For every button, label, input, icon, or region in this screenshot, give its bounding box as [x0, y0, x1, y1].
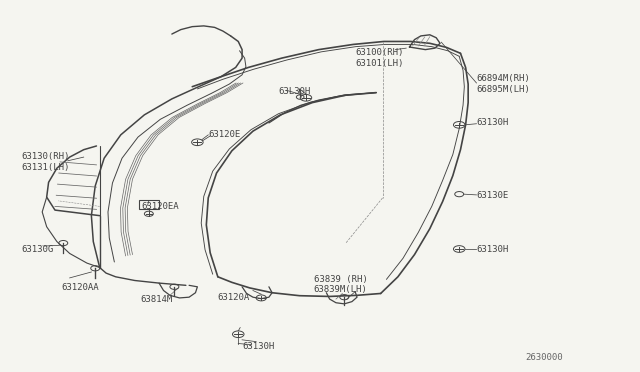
Text: 63130H: 63130H [476, 245, 509, 254]
Text: 63100(RH)
63101(LH): 63100(RH) 63101(LH) [355, 48, 403, 68]
Text: 63130H: 63130H [242, 341, 275, 350]
Text: 66894M(RH)
66895M(LH): 66894M(RH) 66895M(LH) [476, 74, 530, 94]
Text: 63839 (RH)
63839M(LH): 63839 (RH) 63839M(LH) [314, 275, 367, 294]
Text: 63120E: 63120E [208, 130, 241, 140]
Text: 63120EA: 63120EA [141, 202, 179, 211]
Text: 63130E: 63130E [476, 191, 509, 200]
Text: 63130H: 63130H [476, 119, 509, 128]
Text: 63130G: 63130G [21, 244, 53, 253]
Text: 63L30H: 63L30H [278, 87, 311, 96]
Text: 63120AA: 63120AA [61, 283, 99, 292]
Text: 63120A: 63120A [218, 293, 250, 302]
Text: 63814M: 63814M [140, 295, 172, 304]
Text: 2630000: 2630000 [525, 353, 563, 362]
Text: 63130(RH)
63131(LH): 63130(RH) 63131(LH) [21, 152, 70, 171]
